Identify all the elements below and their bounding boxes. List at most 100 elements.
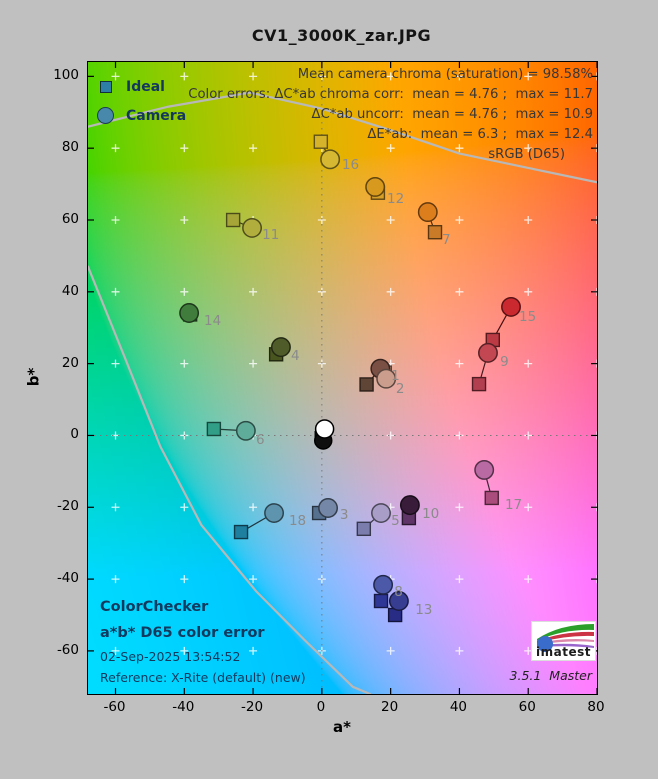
x-tick-label: 60 xyxy=(518,699,536,715)
patch-number-label: 13 xyxy=(415,602,432,618)
grid-plus-icon xyxy=(249,575,258,584)
ideal-marker-patch-17 xyxy=(484,490,499,506)
grid-plus-icon xyxy=(524,646,533,655)
plot-background-canvas xyxy=(88,62,597,694)
patch-number-label: 6 xyxy=(256,432,265,448)
info-colorchecker: ColorChecker xyxy=(100,599,209,615)
ideal-marker-patch-18 xyxy=(233,524,249,540)
x-tick-label: -60 xyxy=(103,699,126,715)
grid-plus-icon xyxy=(524,575,533,584)
patch-number-label: 18 xyxy=(289,513,306,529)
grid-plus-icon xyxy=(524,287,533,296)
camera-marker-patch-16 xyxy=(320,149,341,170)
grid-plus-icon xyxy=(111,144,120,153)
imatest-logo-text: imatest xyxy=(536,645,591,659)
camera-marker-patch-2 xyxy=(376,368,397,389)
grid-plus-icon xyxy=(386,287,395,296)
grid-plus-icon xyxy=(180,216,189,224)
camera-marker-patch-12 xyxy=(365,177,386,197)
patch-number-label: 10 xyxy=(422,506,439,522)
grid-plus-icon xyxy=(180,575,189,584)
patch-number-label: 5 xyxy=(391,513,400,529)
grid-plus-icon xyxy=(386,144,395,153)
legend-label-camera: Camera xyxy=(126,107,187,124)
ideal-square-marker-icon xyxy=(99,80,112,93)
grid-plus-icon xyxy=(455,287,464,296)
camera-marker-patch-6 xyxy=(235,420,256,441)
grid-plus-icon xyxy=(455,144,464,153)
y-tick-label: 40 xyxy=(61,282,79,299)
ideal-marker-patch-5 xyxy=(356,521,372,537)
camera-marker-patch-5 xyxy=(371,503,391,523)
plot-area: 1 2 3 4 5 6 7 8 9 10 11 12 13 14 15 16 17 18 Ideal Camera… xyxy=(87,61,598,695)
legend: Ideal Camera xyxy=(92,72,186,130)
grid-plus-icon xyxy=(249,72,258,81)
y-tick-label: -60 xyxy=(56,641,79,658)
neutral-circle-marker xyxy=(314,419,335,439)
grid-plus-icon xyxy=(111,575,120,584)
grid-plus-icon xyxy=(524,72,533,81)
grid-plus-icon xyxy=(249,287,258,296)
grid-plus-icon xyxy=(317,287,326,296)
version-text: 3.5.1 Master xyxy=(509,668,592,683)
grid-plus-icon xyxy=(317,359,326,368)
grid-plus-icon xyxy=(455,72,464,81)
grid-plus-icon xyxy=(386,72,395,81)
grid-plus-icon xyxy=(455,575,464,584)
annotation-chroma-corr: Color errors: ΔC*ab chroma corr: mean = … xyxy=(188,87,593,102)
grid-plus-icon xyxy=(180,72,189,81)
ideal-marker-patch-16 xyxy=(313,134,329,149)
annotation-uncorr: ΔC*ab uncorr: mean = 4.76 ; max = 10.9 xyxy=(311,107,593,122)
grid-plus-icon xyxy=(249,503,258,512)
info-reference: Reference: X-Rite (default) (new) xyxy=(100,670,306,685)
patch-number-label: 14 xyxy=(204,313,221,329)
annotation-srgb: sRGB (D65) xyxy=(488,147,565,162)
grid-plus-icon xyxy=(386,431,395,440)
grid-plus-icon xyxy=(249,144,258,153)
x-axis-label: a* xyxy=(333,718,351,736)
info-timestamp: 02-Sep-2025 13:54:52 xyxy=(100,649,241,664)
camera-circle-marker-icon xyxy=(97,107,114,124)
annotation-mean-chroma: Mean camera chroma (saturation) = 98.58% xyxy=(297,67,593,82)
imatest-logo: imatest xyxy=(531,621,596,661)
grid-plus-icon xyxy=(317,216,326,224)
grid-plus-icon xyxy=(317,72,326,81)
grid-plus-icon xyxy=(111,503,120,512)
ideal-marker-patch-11 xyxy=(225,212,241,228)
gamut-boundary-line xyxy=(88,91,597,184)
grid-plus-icon xyxy=(249,359,258,368)
camera-marker-patch-8 xyxy=(373,574,394,595)
patch-number-label: 15 xyxy=(519,309,536,325)
gamut-boundary-line xyxy=(88,265,372,694)
x-tick-label: 80 xyxy=(587,699,605,715)
grid-plus-icon xyxy=(386,646,395,655)
grid-plus-icon xyxy=(111,216,120,224)
patch-number-label: 16 xyxy=(342,157,359,173)
y-tick-label: 20 xyxy=(61,354,79,371)
legend-label-ideal: Ideal xyxy=(126,78,165,95)
camera-marker-patch-15 xyxy=(501,296,521,317)
camera-marker-patch-17 xyxy=(474,459,495,480)
grid-plus-icon xyxy=(455,503,464,512)
camera-marker-patch-18 xyxy=(264,503,285,523)
patch-number-label: 7 xyxy=(442,232,451,248)
ideal-marker-patch-8 xyxy=(373,593,389,609)
grid-plus-icon xyxy=(524,144,533,153)
grid-plus-icon xyxy=(524,431,533,440)
grid-plus-icon xyxy=(524,359,533,368)
camera-marker-patch-7 xyxy=(417,202,438,223)
grid-plus-icon xyxy=(111,646,120,655)
grid-plus-icon xyxy=(111,287,120,296)
y-tick-label: 80 xyxy=(61,139,79,156)
annotation-delta-e: ΔE*ab: mean = 6.3 ; max = 12.4 xyxy=(367,127,593,142)
patch-number-label: 17 xyxy=(505,497,522,513)
ideal-marker-patch-7 xyxy=(427,225,443,240)
grid-plus-icon xyxy=(180,287,189,296)
grid-plus-icon xyxy=(180,503,189,512)
legend-item-ideal: Ideal xyxy=(92,72,186,101)
grid-plus-icon xyxy=(180,144,189,153)
camera-marker-patch-11 xyxy=(242,217,262,238)
ideal-marker-patch-1 xyxy=(359,377,374,392)
camera-marker-patch-13 xyxy=(388,591,409,611)
